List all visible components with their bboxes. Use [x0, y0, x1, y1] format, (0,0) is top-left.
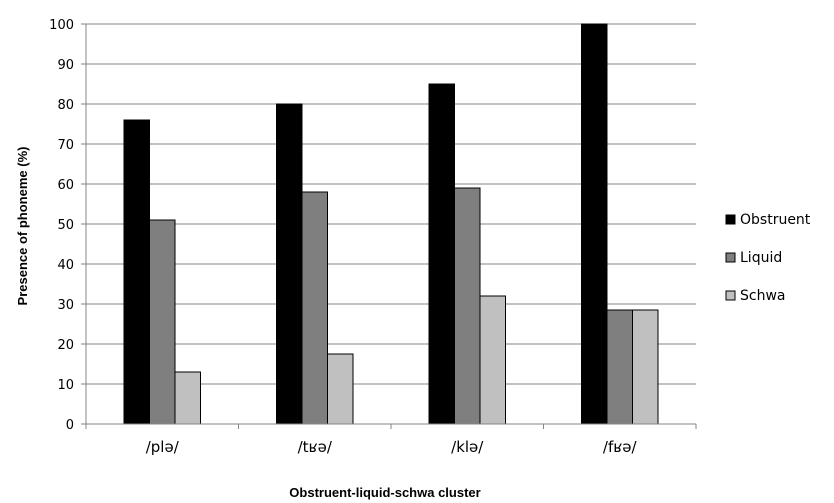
- y-tick-label: 60: [57, 178, 74, 193]
- legend-label-schwa: Schwa: [740, 288, 786, 304]
- x-category-label: /klə/: [451, 438, 484, 456]
- bar-obstruent-3: [428, 83, 455, 425]
- y-tick-label: 20: [57, 338, 74, 353]
- x-axis-title: Obstruent-liquid-schwa cluster: [289, 485, 480, 500]
- bar-liquid-3: [454, 187, 481, 425]
- legend-label-liquid: Liquid: [740, 250, 782, 266]
- y-tick-label: 100: [49, 18, 74, 33]
- y-axis-title: Presence of phoneme (%): [15, 147, 30, 306]
- legend: Obstruent Liquid Schwa: [725, 212, 811, 304]
- y-tick-label: 80: [57, 98, 74, 113]
- bar-liquid-1: [149, 219, 176, 425]
- bar-obstruent-1: [123, 119, 150, 425]
- legend-swatch-schwa: [725, 290, 736, 301]
- bar-obstruent-4: [581, 23, 608, 425]
- bar-liquid-2: [301, 191, 328, 425]
- x-category-label: /plə/: [146, 438, 180, 456]
- bar-obstruent-2: [276, 103, 303, 425]
- bars: [123, 23, 659, 425]
- y-tick-label: 30: [57, 298, 74, 313]
- bar-schwa-4: [632, 309, 659, 425]
- x-axis-categories: /plə/ /tʁə/ /klə/ /fʁə/: [85, 424, 697, 456]
- y-tick-label: 0: [66, 418, 74, 433]
- bar-liquid-4: [606, 309, 633, 425]
- bar-schwa-3: [479, 295, 506, 425]
- legend-swatch-liquid: [725, 252, 736, 263]
- legend-label-obstruent: Obstruent: [740, 212, 811, 228]
- y-tick-label: 70: [57, 138, 74, 153]
- y-tick-label: 50: [57, 218, 74, 233]
- y-tick-label: 40: [57, 258, 74, 273]
- y-tick-label: 90: [57, 58, 74, 73]
- bar-schwa-2: [327, 353, 354, 425]
- y-axis-ticks: 0 10 20 30 40 50 60 70 80 90 100: [49, 18, 86, 433]
- bar-schwa-1: [174, 371, 201, 425]
- x-category-label: /fʁə/: [603, 438, 638, 456]
- x-category-label: /tʁə/: [298, 438, 333, 456]
- y-tick-label: 10: [57, 378, 74, 393]
- legend-swatch-obstruent: [725, 214, 736, 225]
